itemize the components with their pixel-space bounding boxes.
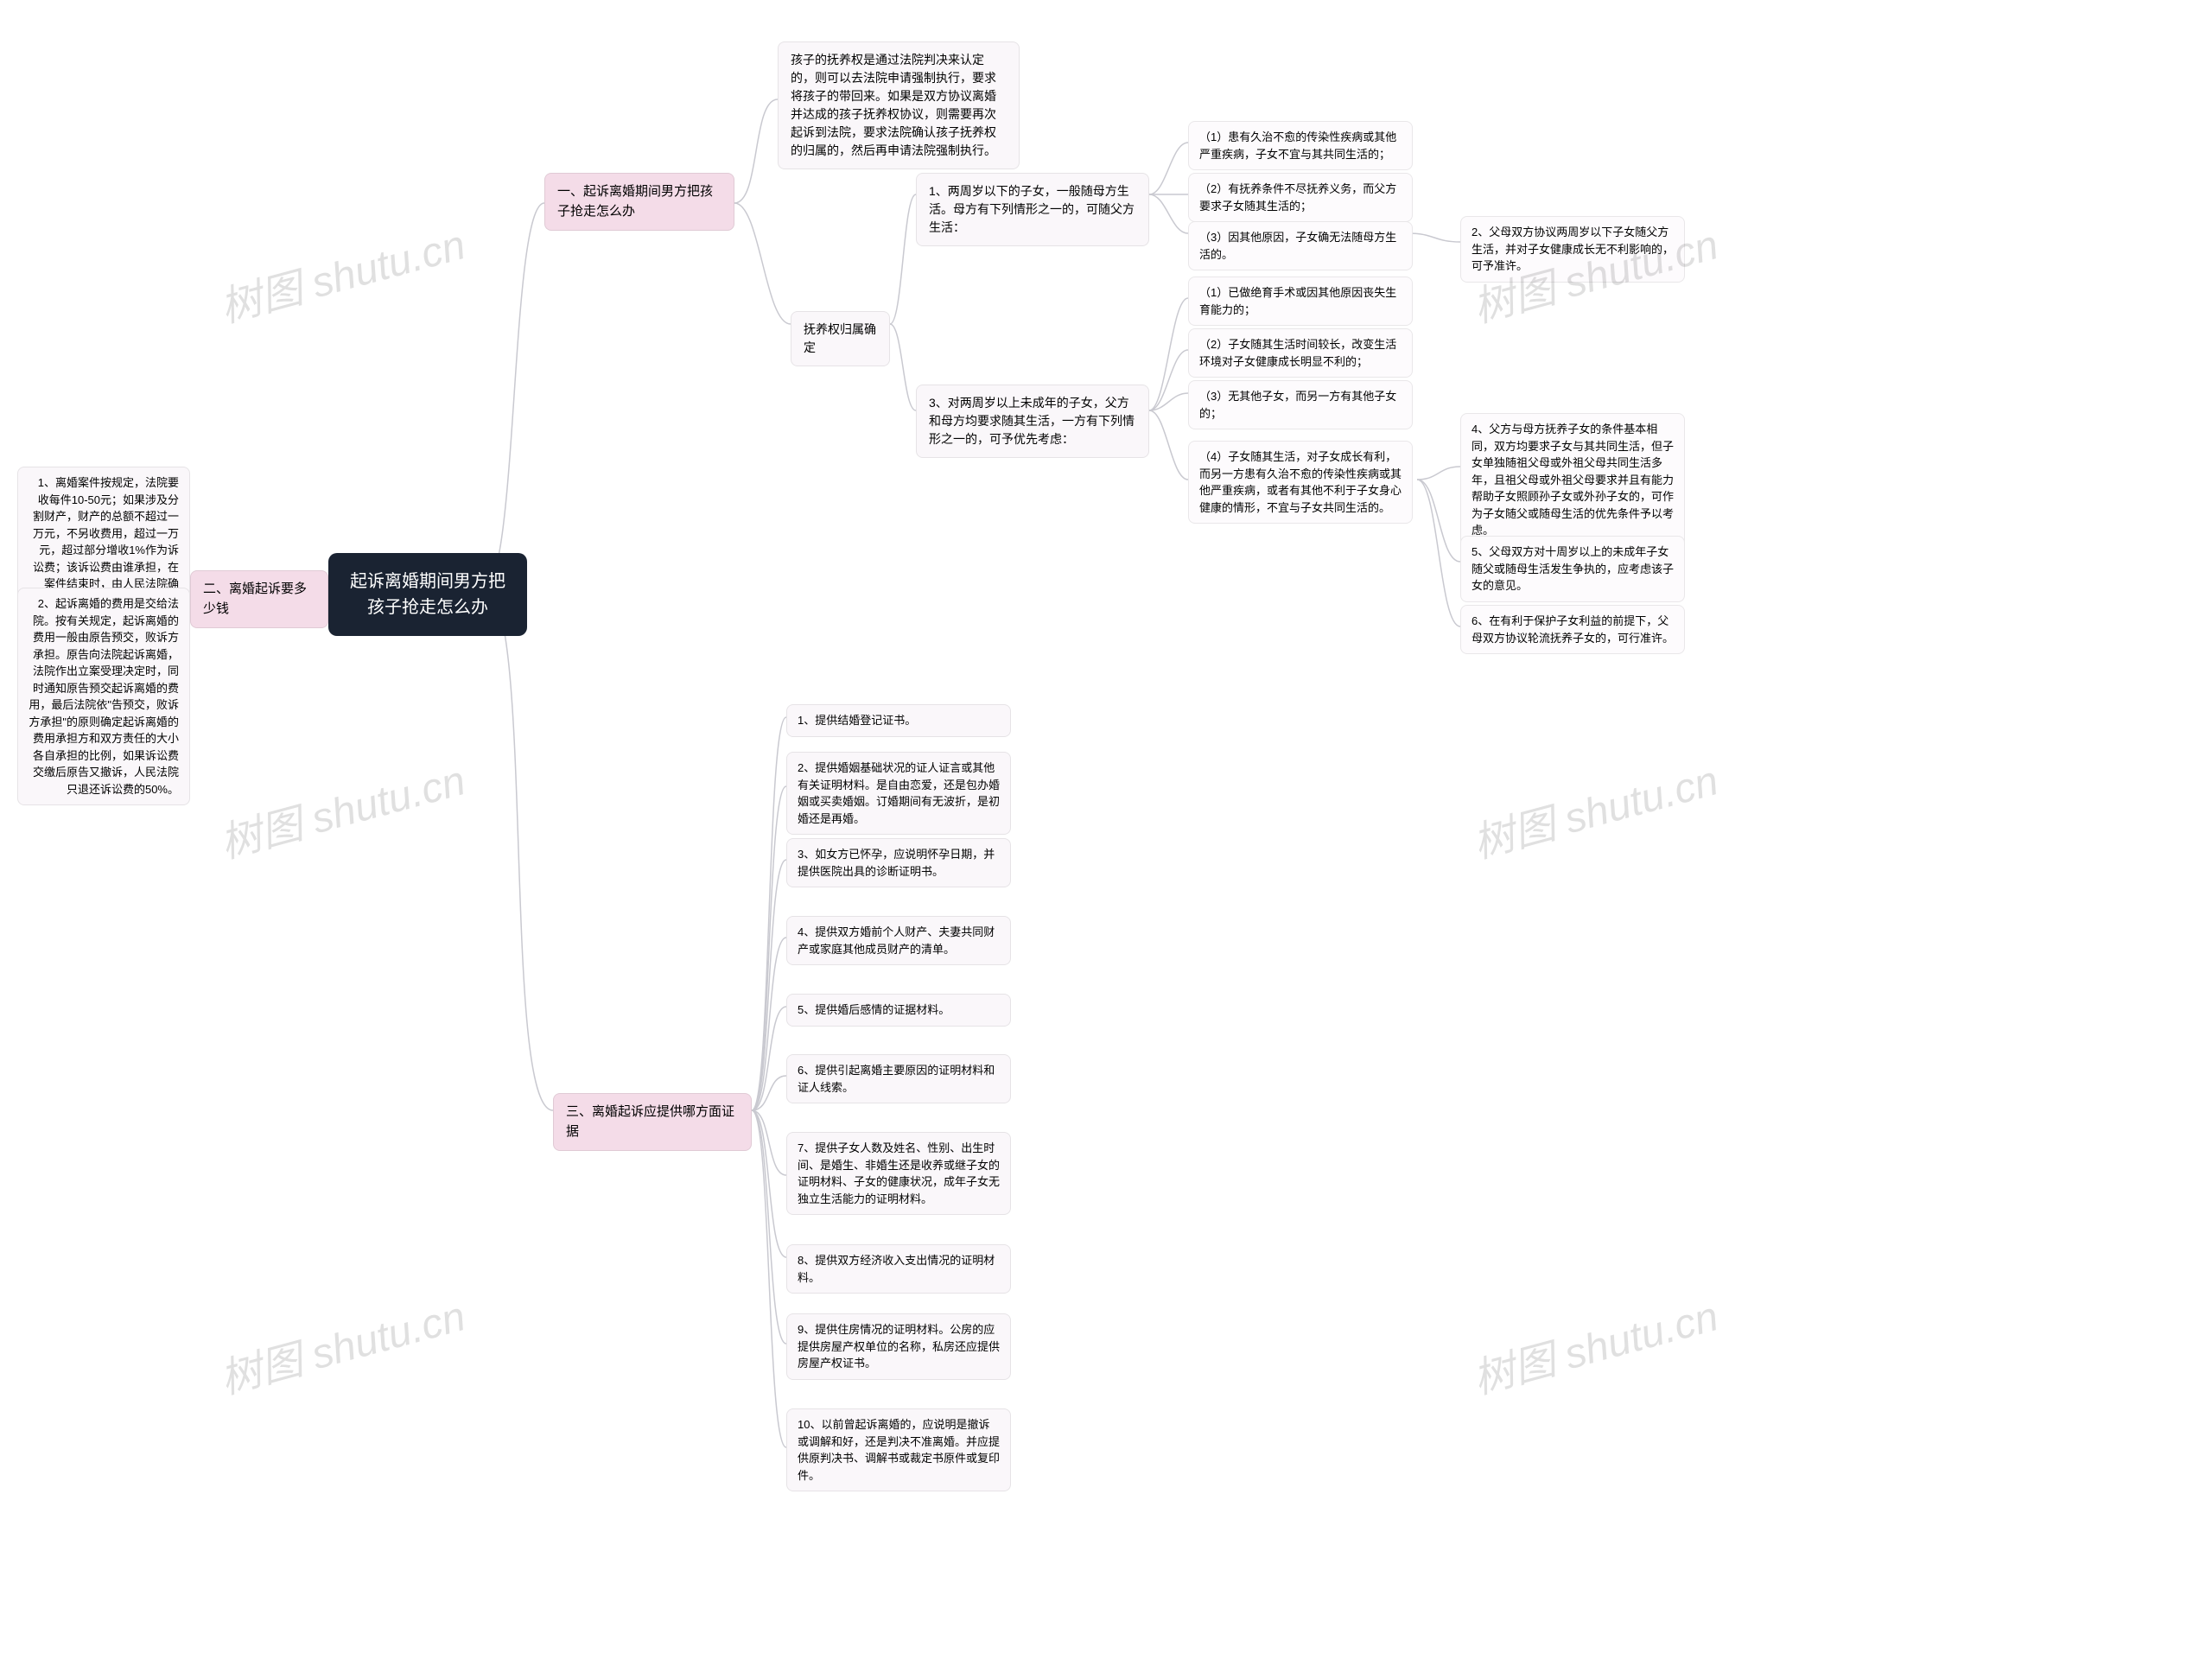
watermark: 树图 shutu.cn — [1465, 747, 1724, 870]
section3-item-6: 6、提供引起离婚主要原因的证明材料和证人线索。 — [786, 1054, 1011, 1103]
section2-title[interactable]: 二、离婚起诉要多少钱 — [190, 570, 328, 628]
rule1-item-1: （1）患有久治不愈的传染性疾病或其他严重疾病，子女不宜与其共同生活的； — [1188, 121, 1413, 170]
section3-item-2: 2、提供婚姻基础状况的证人证言或其他有关证明材料。是自由恋爱，还是包办婚姻或买卖… — [786, 752, 1011, 835]
section3-item-7: 7、提供子女人数及姓名、性别、出生时间、是婚生、非婚生还是收养或继子女的证明材料… — [786, 1132, 1011, 1215]
section3-item-3: 3、如女方已怀孕，应说明怀孕日期，并提供医院出具的诊断证明书。 — [786, 838, 1011, 887]
section3-item-5: 5、提供婚后感情的证据材料。 — [786, 994, 1011, 1027]
rule3-item-2: （2）子女随其生活时间较长，改变生活环境对子女健康成长明显不利的； — [1188, 328, 1413, 378]
rule1-item-2: （2）有抚养条件不尽抚养义务，而父方要求子女随其生活的； — [1188, 173, 1413, 222]
rule3-item-1: （1）已做绝育手术或因其他原因丧失生育能力的； — [1188, 277, 1413, 326]
mindmap-canvas: 起诉离婚期间男方把孩子抢走怎么办 一、起诉离婚期间男方把孩子抢走怎么办 孩子的抚… — [0, 0, 2212, 1653]
connectors-svg — [0, 0, 2212, 1653]
section1-title[interactable]: 一、起诉离婚期间男方把孩子抢走怎么办 — [544, 173, 734, 231]
rule3: 3、对两周岁以上未成年的子女，父方和母方均要求随其生活，一方有下列情形之一的，可… — [916, 385, 1149, 458]
section3-title[interactable]: 三、离婚起诉应提供哪方面证据 — [553, 1093, 752, 1151]
rule3-item-3: （3）无其他子女，而另一方有其他子女的； — [1188, 380, 1413, 429]
section3-item-10: 10、以前曾起诉离婚的，应说明是撤诉或调解和好，还是判决不准离婚。并应提供原判决… — [786, 1408, 1011, 1491]
custody-label: 抚养权归属确定 — [791, 311, 890, 366]
section3-item-4: 4、提供双方婚前个人财产、夫妻共同财产或家庭其他成员财产的清单。 — [786, 916, 1011, 965]
section1-intro: 孩子的抚养权是通过法院判决来认定的，则可以去法院申请强制执行，要求将孩子的带回来… — [778, 41, 1020, 169]
section3-item-1: 1、提供结婚登记证书。 — [786, 704, 1011, 737]
section2-item-2: 2、起诉离婚的费用是交给法院。按有关规定，起诉离婚的费用一般由原告预交，败诉方承… — [17, 588, 190, 805]
watermark: 树图 shutu.cn — [213, 211, 471, 334]
rule6: 6、在有利于保护子女利益的前提下，父母双方协议轮流抚养子女的，可行准许。 — [1460, 605, 1685, 654]
section3-item-9: 9、提供住房情况的证明材料。公房的应提供房屋产权单位的名称，私房还应提供房屋产权… — [786, 1313, 1011, 1380]
rule1-item-3: （3）因其他原因，子女确无法随母方生活的。 — [1188, 221, 1413, 270]
section3-item-8: 8、提供双方经济收入支出情况的证明材料。 — [786, 1244, 1011, 1294]
watermark: 树图 shutu.cn — [213, 747, 471, 870]
rule3-item-4: （4）子女随其生活，对子女成长有利，而另一方患有久治不愈的传染性疾病或其他严重疾… — [1188, 441, 1413, 524]
watermark: 树图 shutu.cn — [1465, 1282, 1724, 1406]
rule1: 1、两周岁以下的子女，一般随母方生活。母方有下列情形之一的，可随父方生活： — [916, 173, 1149, 246]
root-node[interactable]: 起诉离婚期间男方把孩子抢走怎么办 — [328, 553, 527, 636]
rule4: 4、父方与母方抚养子女的条件基本相同，双方均要求子女与其共同生活，但子女单独随祖… — [1460, 413, 1685, 547]
watermark: 树图 shutu.cn — [213, 1282, 471, 1406]
rule5: 5、父母双方对十周岁以上的未成年子女随父或随母生活发生争执的，应考虑该子女的意见… — [1460, 536, 1685, 602]
rule2: 2、父母双方协议两周岁以下子女随父方生活，并对子女健康成长无不利影响的，可予准许… — [1460, 216, 1685, 283]
